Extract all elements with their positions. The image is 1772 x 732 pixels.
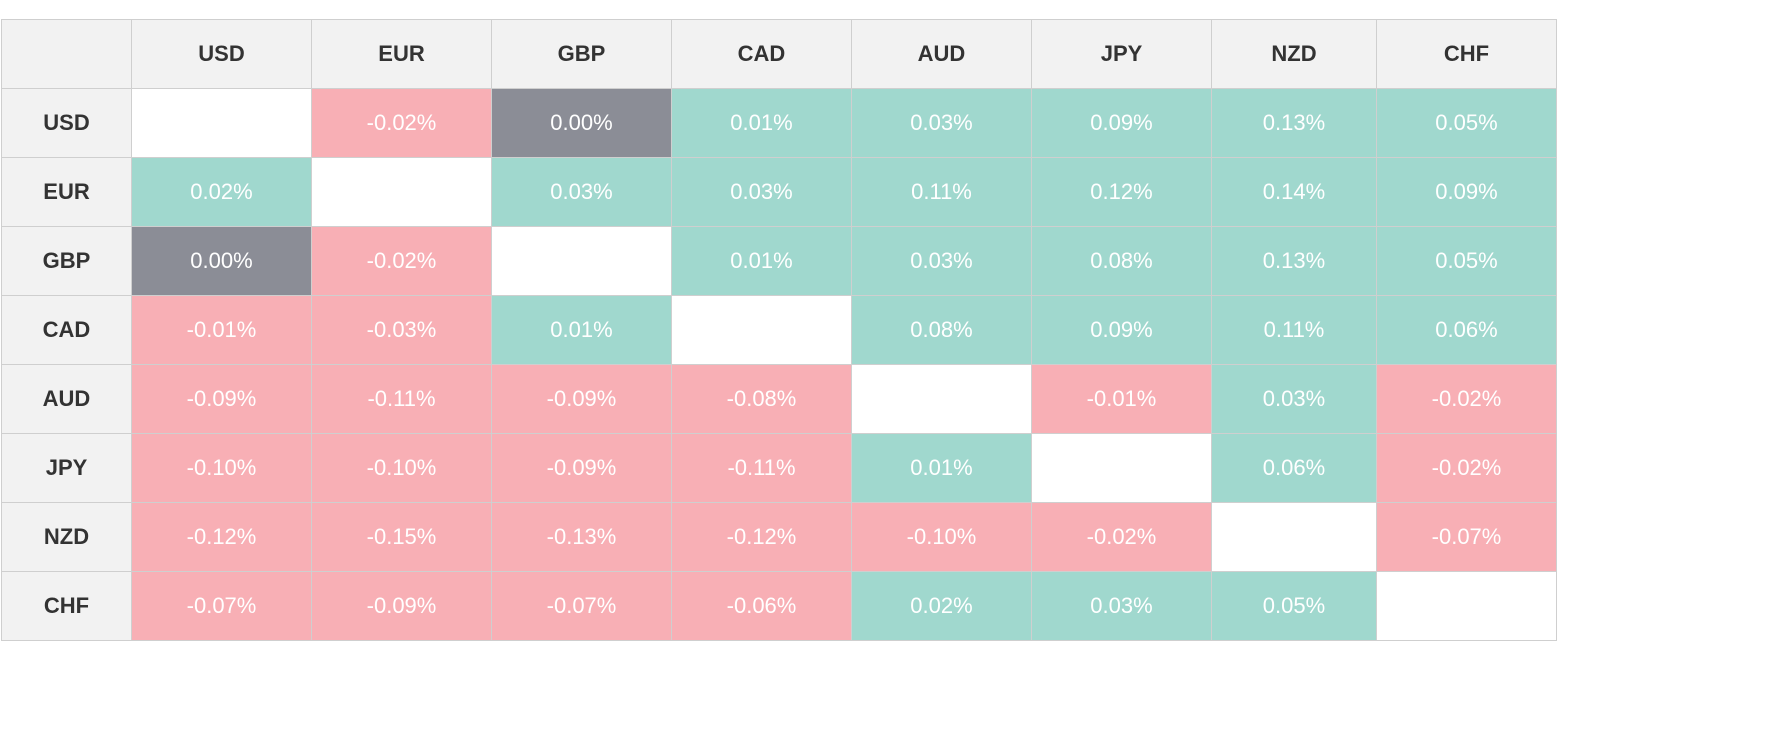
- table-row: CAD -0.01% -0.03% 0.01% 0.08% 0.09% 0.11% 0.06%: [1, 295, 1557, 365]
- diagonal-cell: [1031, 433, 1212, 503]
- table-row: GBP 0.00% -0.02% 0.01% 0.03% 0.08% 0.13% 0.05%: [1, 226, 1557, 296]
- diagonal-cell: [311, 157, 492, 227]
- heatmap-cell: -0.10%: [851, 502, 1032, 572]
- table-row: AUD -0.09% -0.11% -0.09% -0.08% -0.01% 0.03% -0…: [1, 364, 1557, 434]
- row-header-nzd: NZD: [1, 502, 132, 572]
- heatmap-cell: 0.08%: [1031, 226, 1212, 296]
- heatmap-cell: 0.11%: [851, 157, 1032, 227]
- column-header-usd: USD: [131, 19, 312, 89]
- heatmap-cell: 0.01%: [851, 433, 1032, 503]
- heatmap-cell: 0.05%: [1376, 88, 1557, 158]
- heatmap-cell: 0.00%: [491, 88, 672, 158]
- table-row: NZD -0.12% -0.15% -0.13% -0.12% -0.10% -0.02% -…: [1, 502, 1557, 572]
- heatmap-cell: -0.08%: [671, 364, 852, 434]
- row-header-eur: EUR: [1, 157, 132, 227]
- heatmap-cell: 0.03%: [851, 88, 1032, 158]
- heatmap-cell: -0.02%: [311, 226, 492, 296]
- heatmap-cell: -0.10%: [311, 433, 492, 503]
- heatmap-cell: 0.01%: [491, 295, 672, 365]
- diagonal-cell: [1211, 502, 1377, 572]
- heatmap-cell: -0.11%: [671, 433, 852, 503]
- heatmap-cell: -0.02%: [1376, 364, 1557, 434]
- column-header-chf: CHF: [1376, 19, 1557, 89]
- heatmap-cell: 0.01%: [671, 226, 852, 296]
- diagonal-cell: [1376, 571, 1557, 641]
- heatmap-cell: -0.02%: [1031, 502, 1212, 572]
- row-header-usd: USD: [1, 88, 132, 158]
- column-header-eur: EUR: [311, 19, 492, 89]
- heatmap-cell: 0.00%: [131, 226, 312, 296]
- heatmap-cell: -0.02%: [1376, 433, 1557, 503]
- heatmap-cell: -0.13%: [491, 502, 672, 572]
- heatmap-cell: 0.13%: [1211, 88, 1377, 158]
- heatmap-cell: 0.14%: [1211, 157, 1377, 227]
- heatmap-cell: 0.03%: [1031, 571, 1212, 641]
- heatmap-cell: -0.01%: [1031, 364, 1212, 434]
- heatmap-cell: 0.09%: [1376, 157, 1557, 227]
- heatmap-cell: 0.03%: [671, 157, 852, 227]
- row-header-aud: AUD: [1, 364, 132, 434]
- diagonal-cell: [671, 295, 852, 365]
- heatmap-cell: -0.02%: [311, 88, 492, 158]
- heatmap-cell: 0.02%: [131, 157, 312, 227]
- heatmap-cell: 0.13%: [1211, 226, 1377, 296]
- row-header-gbp: GBP: [1, 226, 132, 296]
- heatmap-cell: 0.09%: [1031, 88, 1212, 158]
- heatmap-cell: -0.09%: [491, 364, 672, 434]
- heatmap-cell: -0.07%: [131, 571, 312, 641]
- heatmap-cell: 0.08%: [851, 295, 1032, 365]
- heatmap-cell: -0.01%: [131, 295, 312, 365]
- heatmap-cell: 0.03%: [491, 157, 672, 227]
- row-header-jpy: JPY: [1, 433, 132, 503]
- table-row: JPY -0.10% -0.10% -0.09% -0.11% 0.01% 0.06% -0.…: [1, 433, 1557, 503]
- heatmap-cell: -0.10%: [131, 433, 312, 503]
- column-header-aud: AUD: [851, 19, 1032, 89]
- heatmap-cell: -0.11%: [311, 364, 492, 434]
- diagonal-cell: [851, 364, 1032, 434]
- heatmap-cell: -0.15%: [311, 502, 492, 572]
- corner-cell: [1, 19, 132, 89]
- heatmap-cell: -0.07%: [1376, 502, 1557, 572]
- heatmap-cell: 0.03%: [1211, 364, 1377, 434]
- heatmap-cell: 0.03%: [851, 226, 1032, 296]
- heatmap-cell: -0.12%: [131, 502, 312, 572]
- heatmap-cell: -0.09%: [131, 364, 312, 434]
- column-header-jpy: JPY: [1031, 19, 1212, 89]
- heatmap-cell: 0.01%: [671, 88, 852, 158]
- heatmap-cell: -0.03%: [311, 295, 492, 365]
- heatmap-cell: 0.11%: [1211, 295, 1377, 365]
- heatmap-cell: -0.09%: [491, 433, 672, 503]
- header-row: USD EUR GBP CAD AUD JPY NZD CHF: [1, 19, 1557, 89]
- heatmap-cell: 0.05%: [1376, 226, 1557, 296]
- heatmap-cell: 0.06%: [1211, 433, 1377, 503]
- heatmap-cell: 0.12%: [1031, 157, 1212, 227]
- heatmap-cell: -0.06%: [671, 571, 852, 641]
- table-row: USD -0.02% 0.00% 0.01% 0.03% 0.09% 0.13% 0.05%: [1, 88, 1557, 158]
- heatmap-cell: 0.09%: [1031, 295, 1212, 365]
- heatmap-cell: -0.07%: [491, 571, 672, 641]
- heatmap-cell: 0.06%: [1376, 295, 1557, 365]
- row-header-cad: CAD: [1, 295, 132, 365]
- table-row: EUR 0.02% 0.03% 0.03% 0.11% 0.12% 0.14% 0.09%: [1, 157, 1557, 227]
- column-header-gbp: GBP: [491, 19, 672, 89]
- column-header-nzd: NZD: [1211, 19, 1377, 89]
- heatmap-cell: -0.09%: [311, 571, 492, 641]
- heatmap-cell: -0.12%: [671, 502, 852, 572]
- row-header-chf: CHF: [1, 571, 132, 641]
- diagonal-cell: [491, 226, 672, 296]
- currency-heatmap-table: USD EUR GBP CAD AUD JPY NZD CHF USD -0.02% 0.00% 0…: [1, 19, 1557, 641]
- table-row: CHF -0.07% -0.09% -0.07% -0.06% 0.02% 0.03% 0.0…: [1, 571, 1557, 641]
- diagonal-cell: [131, 88, 312, 158]
- heatmap-cell: 0.02%: [851, 571, 1032, 641]
- heatmap-cell: 0.05%: [1211, 571, 1377, 641]
- column-header-cad: CAD: [671, 19, 852, 89]
